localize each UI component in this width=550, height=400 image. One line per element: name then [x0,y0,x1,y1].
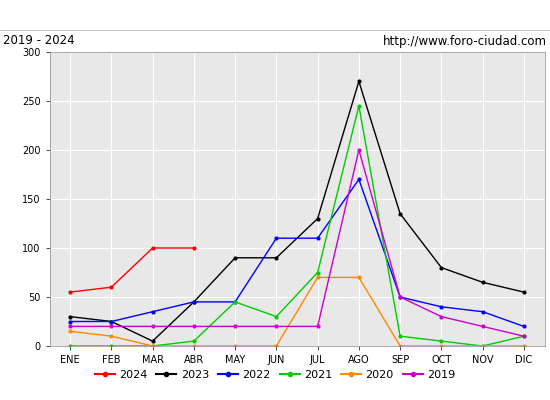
Text: 2019 - 2024: 2019 - 2024 [3,34,74,48]
Text: Evolucion Nº Turistas Extranjeros en el municipio de Carracedelo: Evolucion Nº Turistas Extranjeros en el … [59,8,491,22]
Legend: 2024, 2023, 2022, 2021, 2020, 2019: 2024, 2023, 2022, 2021, 2020, 2019 [90,366,460,384]
Text: http://www.foro-ciudad.com: http://www.foro-ciudad.com [383,34,547,48]
